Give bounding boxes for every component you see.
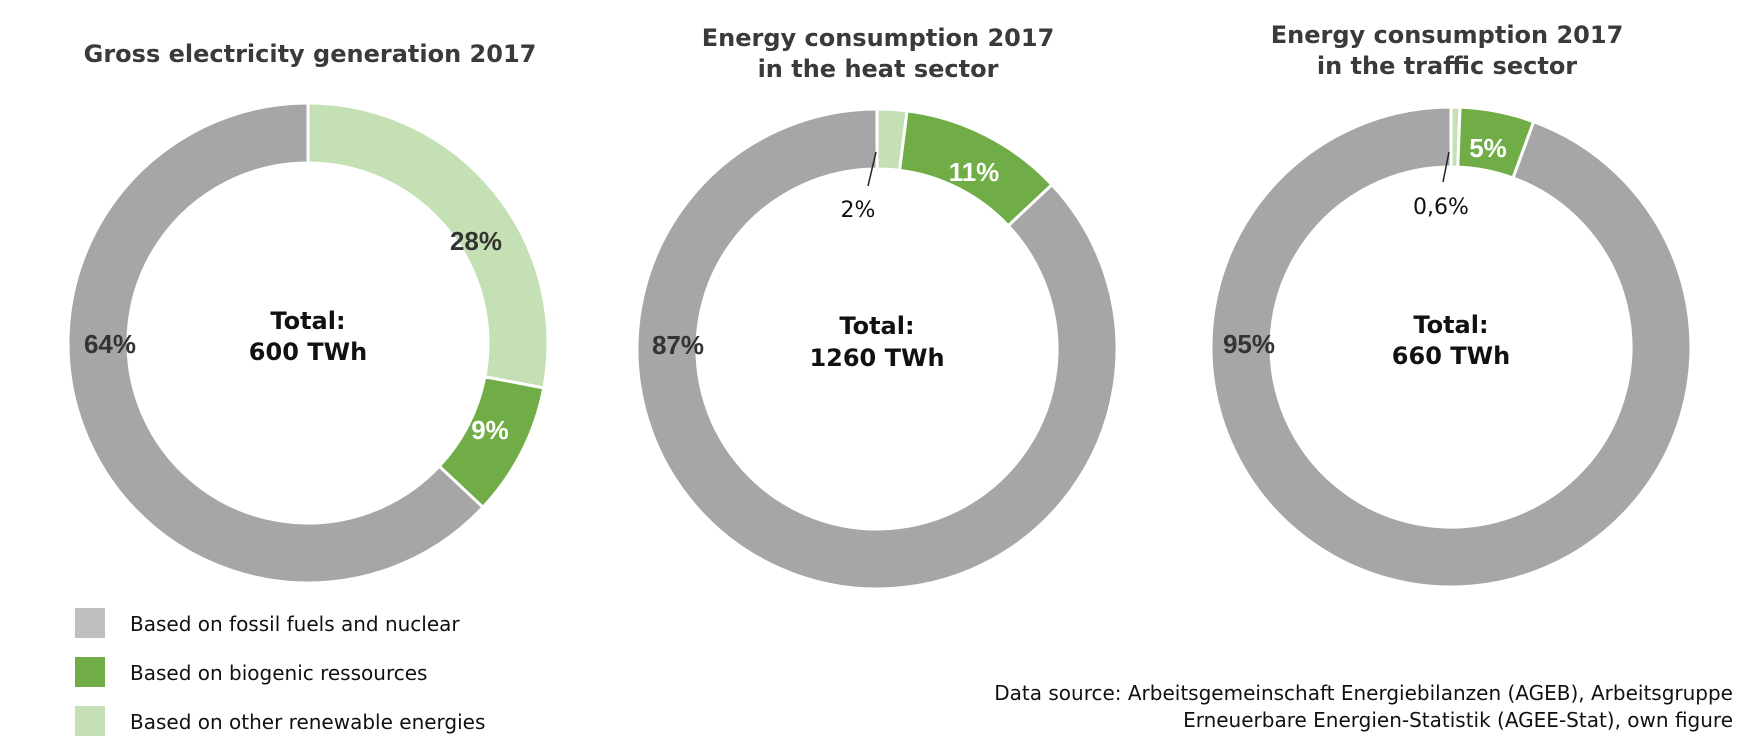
chart-2-label-fossil: 87%	[652, 330, 704, 360]
chart-1-slice-fossil	[66, 101, 486, 585]
chart-3-title: Energy consumption 2017 in the traffic s…	[1271, 21, 1624, 80]
chart-3-total: Total: 660 TWh	[1392, 311, 1510, 370]
chart-3-slice-fossil	[1209, 105, 1693, 589]
chart-1-title-line-1: Gross electricity generation 2017	[84, 40, 537, 68]
chart-1-label-biogenic: 9%	[471, 415, 509, 445]
donut-chart-traffic	[1209, 105, 1693, 589]
data-source-note: Data source: Arbeitsgemeinschaft Energie…	[994, 681, 1733, 732]
chart-3-title-line-2: in the traffic sector	[1317, 52, 1577, 80]
donut-chart-heat	[635, 107, 1119, 591]
chart-3-leader-line	[1442, 151, 1450, 183]
chart-3-label-other-renewable: 0,6%	[1413, 195, 1469, 220]
chart-2-leader-line	[867, 151, 877, 187]
chart-2-label-biogenic: 11%	[949, 157, 1000, 187]
chart-3-title-line-1: Energy consumption 2017	[1271, 21, 1624, 49]
legend-swatch-fossil	[75, 608, 105, 638]
chart-2-total-label: Total:	[839, 312, 914, 340]
chart-3-label-fossil: 95%	[1223, 329, 1275, 359]
chart-1-total-value: 600 TWh	[249, 338, 367, 366]
legend: Based on fossil fuels and nuclear Based …	[75, 608, 485, 736]
chart-1-label-other-renewable: 28%	[450, 226, 502, 256]
chart-1-label-fossil: 64%	[84, 329, 136, 359]
chart-1-title: Gross electricity generation 2017	[84, 40, 537, 68]
chart-2-title: Energy consumption 2017 in the heat sect…	[702, 24, 1055, 83]
data-source-line-1: Data source: Arbeitsgemeinschaft Energie…	[994, 681, 1733, 705]
donut-chart-electricity	[66, 101, 550, 585]
chart-3-total-value: 660 TWh	[1392, 342, 1510, 370]
chart-2-total-value: 1260 TWh	[809, 344, 944, 372]
legend-label-biogenic: Based on biogenic ressources	[130, 661, 427, 685]
legend-label-fossil: Based on fossil fuels and nuclear	[130, 612, 460, 636]
chart-1-total: Total: 600 TWh	[249, 307, 367, 366]
legend-item-biogenic: Based on biogenic ressources	[75, 657, 427, 687]
chart-3-total-label: Total:	[1413, 311, 1488, 339]
chart-3-label-biogenic: 5%	[1469, 133, 1507, 163]
data-source-line-2: Erneuerbare Energien-Statistik (AGEE-Sta…	[1183, 708, 1733, 732]
chart-2-title-line-1: Energy consumption 2017	[702, 24, 1055, 52]
legend-swatch-biogenic	[75, 657, 105, 687]
legend-item-fossil: Based on fossil fuels and nuclear	[75, 608, 460, 638]
legend-label-other-renewable: Based on other renewable energies	[130, 710, 485, 734]
chart-2-label-other-renewable: 2%	[841, 198, 876, 223]
legend-swatch-other-renewable	[75, 706, 105, 736]
chart-2-title-line-2: in the heat sector	[758, 55, 999, 83]
legend-item-other-renewable: Based on other renewable energies	[75, 706, 485, 736]
chart-2-total: Total: 1260 TWh	[809, 312, 944, 372]
chart-1-total-label: Total:	[270, 307, 345, 335]
chart-2-slice-fossil	[635, 107, 1119, 591]
